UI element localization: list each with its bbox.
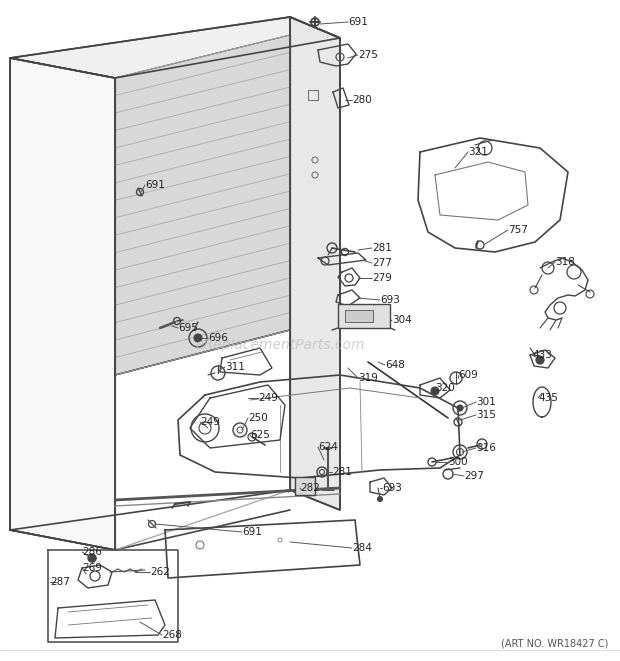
FancyBboxPatch shape [295,477,315,495]
Text: 318: 318 [555,257,575,267]
Text: 311: 311 [225,362,245,372]
Polygon shape [10,17,340,78]
Text: 281: 281 [332,467,352,477]
Text: 693: 693 [380,295,400,305]
Text: 279: 279 [372,273,392,283]
Text: 301: 301 [476,397,496,407]
Text: 286: 286 [82,547,102,557]
Text: 315: 315 [476,410,496,420]
Text: 304: 304 [392,315,412,325]
FancyBboxPatch shape [338,304,390,328]
Text: 757: 757 [508,225,528,235]
Text: 696: 696 [208,333,228,343]
Polygon shape [115,35,290,375]
Text: 300: 300 [448,457,467,467]
Polygon shape [290,17,340,510]
Text: 625: 625 [250,430,270,440]
Text: 287: 287 [50,577,70,587]
Text: 691: 691 [145,180,165,190]
Text: 268: 268 [162,630,182,640]
Text: 693: 693 [382,483,402,493]
Text: 297: 297 [464,471,484,481]
Text: 249: 249 [258,393,278,403]
Circle shape [431,387,439,395]
Text: 316: 316 [476,443,496,453]
Text: 277: 277 [372,258,392,268]
Text: (ART NO. WR18427 C): (ART NO. WR18427 C) [500,638,608,648]
Text: 435: 435 [538,393,558,403]
FancyBboxPatch shape [345,310,373,322]
Circle shape [88,554,96,562]
Text: 269: 269 [82,563,102,573]
Text: 695: 695 [178,323,198,333]
Text: 321: 321 [468,147,488,157]
Text: 275: 275 [358,50,378,60]
Text: 249: 249 [200,417,220,427]
Text: 624: 624 [318,442,338,452]
Text: 262: 262 [150,567,170,577]
Text: 691: 691 [348,17,368,27]
Text: 691: 691 [242,527,262,537]
Circle shape [536,356,544,364]
Text: 281: 281 [372,243,392,253]
Text: 280: 280 [352,95,372,105]
Text: eReplacementParts.com: eReplacementParts.com [195,338,365,352]
Text: 320: 320 [435,383,454,393]
Text: 250: 250 [248,413,268,423]
Text: 282: 282 [300,483,320,493]
Circle shape [194,334,202,342]
Text: 648: 648 [385,360,405,370]
Circle shape [378,496,383,502]
Circle shape [457,405,463,411]
Text: 609: 609 [458,370,478,380]
Text: 433: 433 [532,350,552,360]
Text: 284: 284 [352,543,372,553]
Polygon shape [10,58,115,550]
Text: 319: 319 [358,373,378,383]
